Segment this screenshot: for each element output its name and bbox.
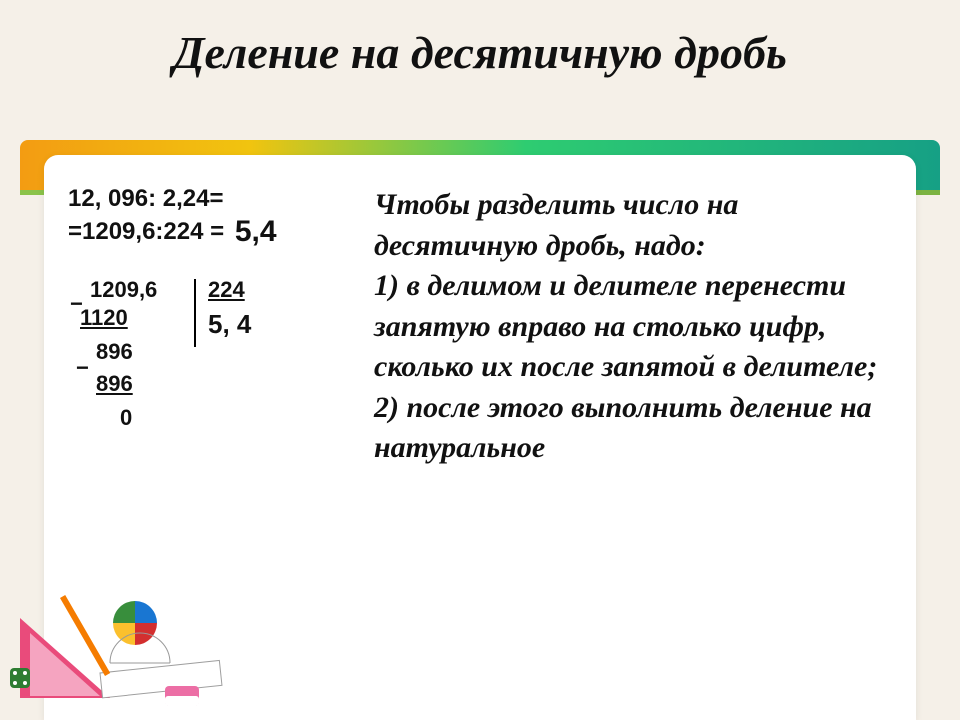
ld-divider-line xyxy=(194,279,196,347)
equation-line2-text: =1209,6:224 = xyxy=(68,218,224,245)
rule-text: Чтобы разделить число на десятичную дроб… xyxy=(368,185,892,710)
ld-quotient: 5, 4 xyxy=(208,309,251,340)
equation-line1: 12, 096: 2,24= xyxy=(68,185,368,213)
ld-sub2: 896 xyxy=(96,371,151,397)
ld-minus-2: − xyxy=(76,355,89,381)
math-clipart-icon xyxy=(0,568,230,718)
rule-intro: Чтобы разделить число на десятичную дроб… xyxy=(374,185,892,266)
ld-rem1: 896 xyxy=(96,339,133,365)
ld-rem2: 0 xyxy=(120,405,132,431)
rule-p1: 1) в делимом и делителе перенести запяту… xyxy=(374,266,892,388)
equation-line2: =1209,6:224 = 5,4 xyxy=(68,215,368,249)
ld-sub1: 1120 xyxy=(80,305,138,331)
long-division: 1209,6 224 5, 4 − 1120 896 − 896 0 xyxy=(68,277,368,477)
ld-divisor: 224 xyxy=(208,277,245,303)
page-title: Деление на десятичную дробь xyxy=(0,26,960,79)
rule-p2: 2) после этого выполнить деление на нату… xyxy=(374,388,892,469)
ld-dividend: 1209,6 xyxy=(90,277,157,303)
equation-answer: 5,4 xyxy=(235,215,277,249)
